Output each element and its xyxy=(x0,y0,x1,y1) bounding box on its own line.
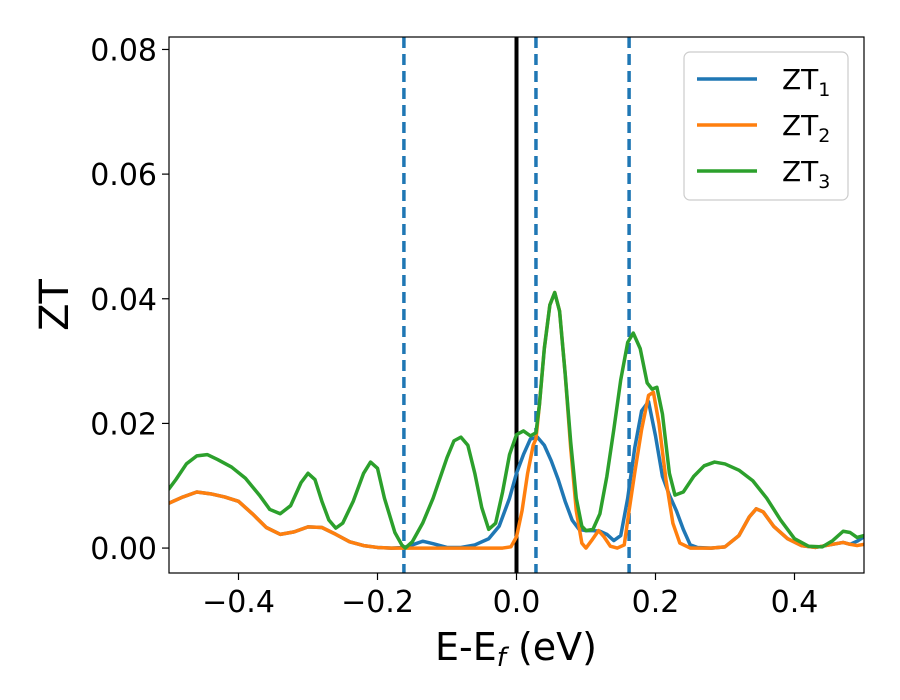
y-tick-label: 0.00 xyxy=(90,532,157,567)
y-axis-label: ZT xyxy=(32,279,78,331)
legend-label-zt3: ZT3 xyxy=(782,155,830,193)
y-tick-label: 0.04 xyxy=(90,283,157,318)
x-tick-label: 0.4 xyxy=(771,585,819,620)
legend: ZT1 ZT2 ZT3 xyxy=(683,51,849,201)
x-axis-label: E-Ef (eV) xyxy=(435,625,597,673)
x-tick-label: −0.2 xyxy=(341,585,414,620)
legend-label-zt2: ZT2 xyxy=(782,109,830,147)
y-axis-ticks: 0.00 0.02 0.04 0.06 0.08 xyxy=(90,33,169,567)
legend-label-zt1: ZT1 xyxy=(782,63,830,101)
x-axis-label-tail: (eV) xyxy=(506,625,597,669)
series-lines xyxy=(169,290,864,550)
x-tick-label: 0.0 xyxy=(493,585,541,620)
y-tick-label: 0.02 xyxy=(90,407,157,442)
series-line-zt3 xyxy=(169,290,864,550)
x-axis-ticks: −0.4 −0.2 0.0 0.2 0.4 xyxy=(202,573,818,620)
legend-box xyxy=(683,51,849,201)
y-tick-label: 0.08 xyxy=(90,33,157,68)
x-axis-label-main: E-E xyxy=(435,625,497,669)
y-tick-label: 0.06 xyxy=(90,158,157,193)
x-tick-label: 0.2 xyxy=(632,585,680,620)
x-tick-label: −0.4 xyxy=(202,585,275,620)
